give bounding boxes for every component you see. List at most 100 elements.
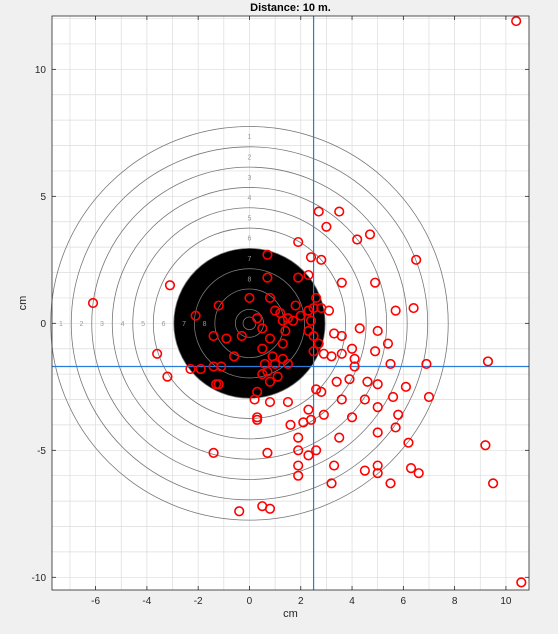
ring-number-top: 3 — [248, 175, 252, 182]
shot-point — [385, 478, 396, 489]
y-tick-label: -10 — [32, 573, 47, 584]
shot-point — [311, 292, 322, 304]
shot-point — [303, 325, 314, 337]
target-ring — [193, 268, 306, 379]
shot-point — [270, 358, 281, 370]
shot-point — [336, 348, 347, 359]
ring-number-top: 2 — [248, 154, 252, 161]
shot-point — [359, 465, 370, 476]
shot-point — [208, 447, 219, 458]
shot-point — [277, 338, 288, 349]
shot-point — [262, 249, 273, 260]
shot-point — [282, 396, 294, 408]
shot-point — [408, 302, 419, 314]
shot-point — [311, 384, 322, 395]
shot-point — [318, 348, 329, 359]
shot-point — [370, 277, 381, 288]
shot-point — [372, 460, 383, 471]
shot-point — [354, 323, 365, 334]
shot-markers — [87, 15, 527, 588]
ring-number-left: 5 — [141, 321, 145, 328]
axes-box — [51, 15, 530, 591]
shot-point — [362, 376, 373, 387]
ring-number-left: 1 — [59, 321, 63, 328]
shot-point — [316, 386, 327, 397]
shot-point — [257, 343, 268, 354]
shot-point — [190, 310, 201, 321]
shot-point — [208, 361, 219, 372]
shot-point — [249, 394, 260, 405]
shot-point — [334, 432, 345, 443]
shot-point — [349, 353, 360, 364]
shot-point — [244, 292, 255, 304]
shot-point — [287, 315, 299, 326]
shot-point — [318, 409, 329, 420]
shot-point — [282, 358, 294, 370]
shot-point — [213, 300, 224, 311]
ring-number-left: 3 — [100, 321, 104, 328]
shot-point — [344, 374, 355, 385]
shot-point — [213, 379, 224, 390]
shot-point — [334, 206, 345, 217]
shot-point — [295, 310, 306, 321]
shot-point — [372, 468, 383, 479]
shot-point — [385, 358, 396, 370]
target-ring — [173, 247, 326, 399]
ring-number-top: 5 — [248, 215, 252, 222]
ring-number-top: 4 — [248, 195, 252, 202]
shot-point — [336, 277, 347, 288]
shot-point — [303, 404, 314, 415]
shot-point — [349, 361, 360, 372]
ring-number-top: 6 — [248, 236, 252, 243]
target-ring — [234, 308, 264, 338]
x-axis-label: cm — [283, 608, 298, 620]
target-ring — [132, 207, 367, 440]
shot-point — [262, 447, 273, 458]
ring-number-left: 8 — [203, 321, 207, 328]
shot-point — [87, 297, 99, 309]
ring-number-top: 7 — [248, 256, 252, 263]
shot-point — [234, 506, 245, 517]
target-ring — [50, 126, 449, 521]
shot-point — [313, 338, 324, 349]
target-ring — [111, 187, 388, 460]
shot-point — [162, 371, 173, 382]
shot-point — [328, 460, 340, 471]
shot-point — [364, 229, 376, 240]
shot-point — [382, 338, 394, 349]
shot-point — [257, 323, 268, 334]
shot-point — [290, 300, 301, 311]
ring-number-top: 8 — [248, 276, 252, 283]
shot-point — [390, 305, 401, 316]
shot-point — [264, 292, 276, 304]
target-black-center — [173, 248, 326, 399]
x-tick-label: 6 — [401, 596, 407, 607]
target-ring — [242, 316, 257, 331]
shot-point — [264, 396, 276, 408]
shot-point — [336, 330, 347, 342]
shot-point — [272, 371, 283, 382]
shot-point — [252, 414, 263, 425]
shot-point — [208, 330, 219, 342]
ring-number-left: 7 — [182, 321, 186, 328]
shot-point — [482, 356, 494, 367]
shot-point — [257, 369, 268, 380]
shot-point — [308, 330, 319, 342]
shot-point — [305, 414, 317, 425]
shot-point — [293, 460, 304, 471]
shot-point — [277, 353, 288, 364]
shot-point — [352, 234, 363, 245]
shot-point — [313, 206, 324, 217]
shot-point — [293, 432, 304, 443]
target-ring — [70, 146, 429, 501]
shot-point — [311, 445, 322, 456]
target-ring — [214, 288, 285, 359]
x-tick-label: 4 — [349, 596, 355, 607]
shot-point — [359, 394, 370, 405]
y-axis-label: cm — [17, 296, 29, 311]
shot-point — [372, 325, 383, 337]
shot-point — [387, 391, 399, 403]
ring-number-left: 6 — [162, 321, 166, 328]
shot-point — [308, 346, 319, 357]
